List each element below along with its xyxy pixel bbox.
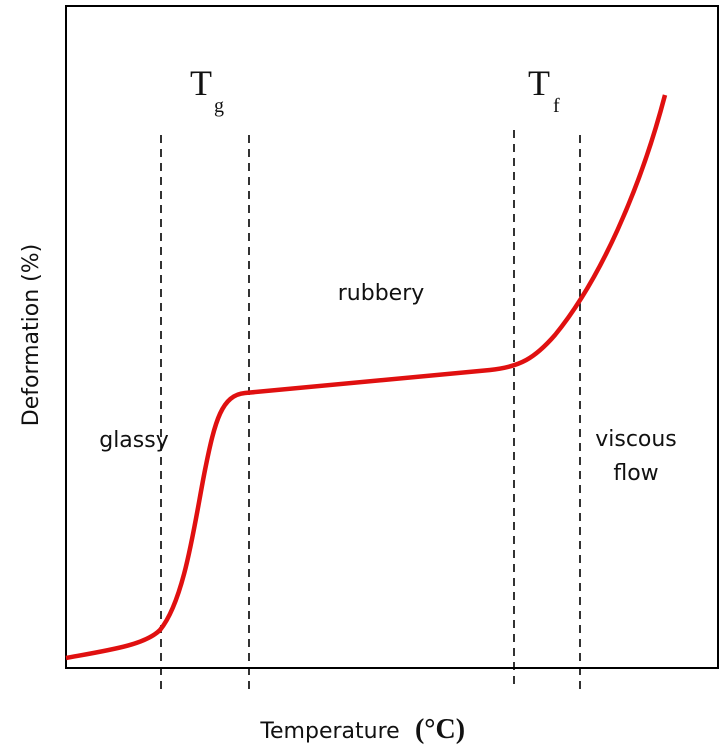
tf-subscript: f <box>553 95 560 117</box>
plot-frame <box>65 5 719 669</box>
x-axis-unit: (°C) <box>415 714 465 745</box>
transition-lines <box>160 130 581 690</box>
x-axis-label: Temperature <box>259 719 399 744</box>
tg-subscript: g <box>214 95 224 117</box>
tg-symbol: T <box>190 63 212 103</box>
region-label: viscous <box>595 427 677 452</box>
region-label: rubbery <box>338 281 425 306</box>
y-axis-label: Deformation (%) <box>19 244 44 426</box>
deformation-curve <box>65 94 668 661</box>
region-label: glassy <box>99 428 169 453</box>
region-label: flow <box>613 461 658 486</box>
tf-symbol: T <box>528 63 550 103</box>
